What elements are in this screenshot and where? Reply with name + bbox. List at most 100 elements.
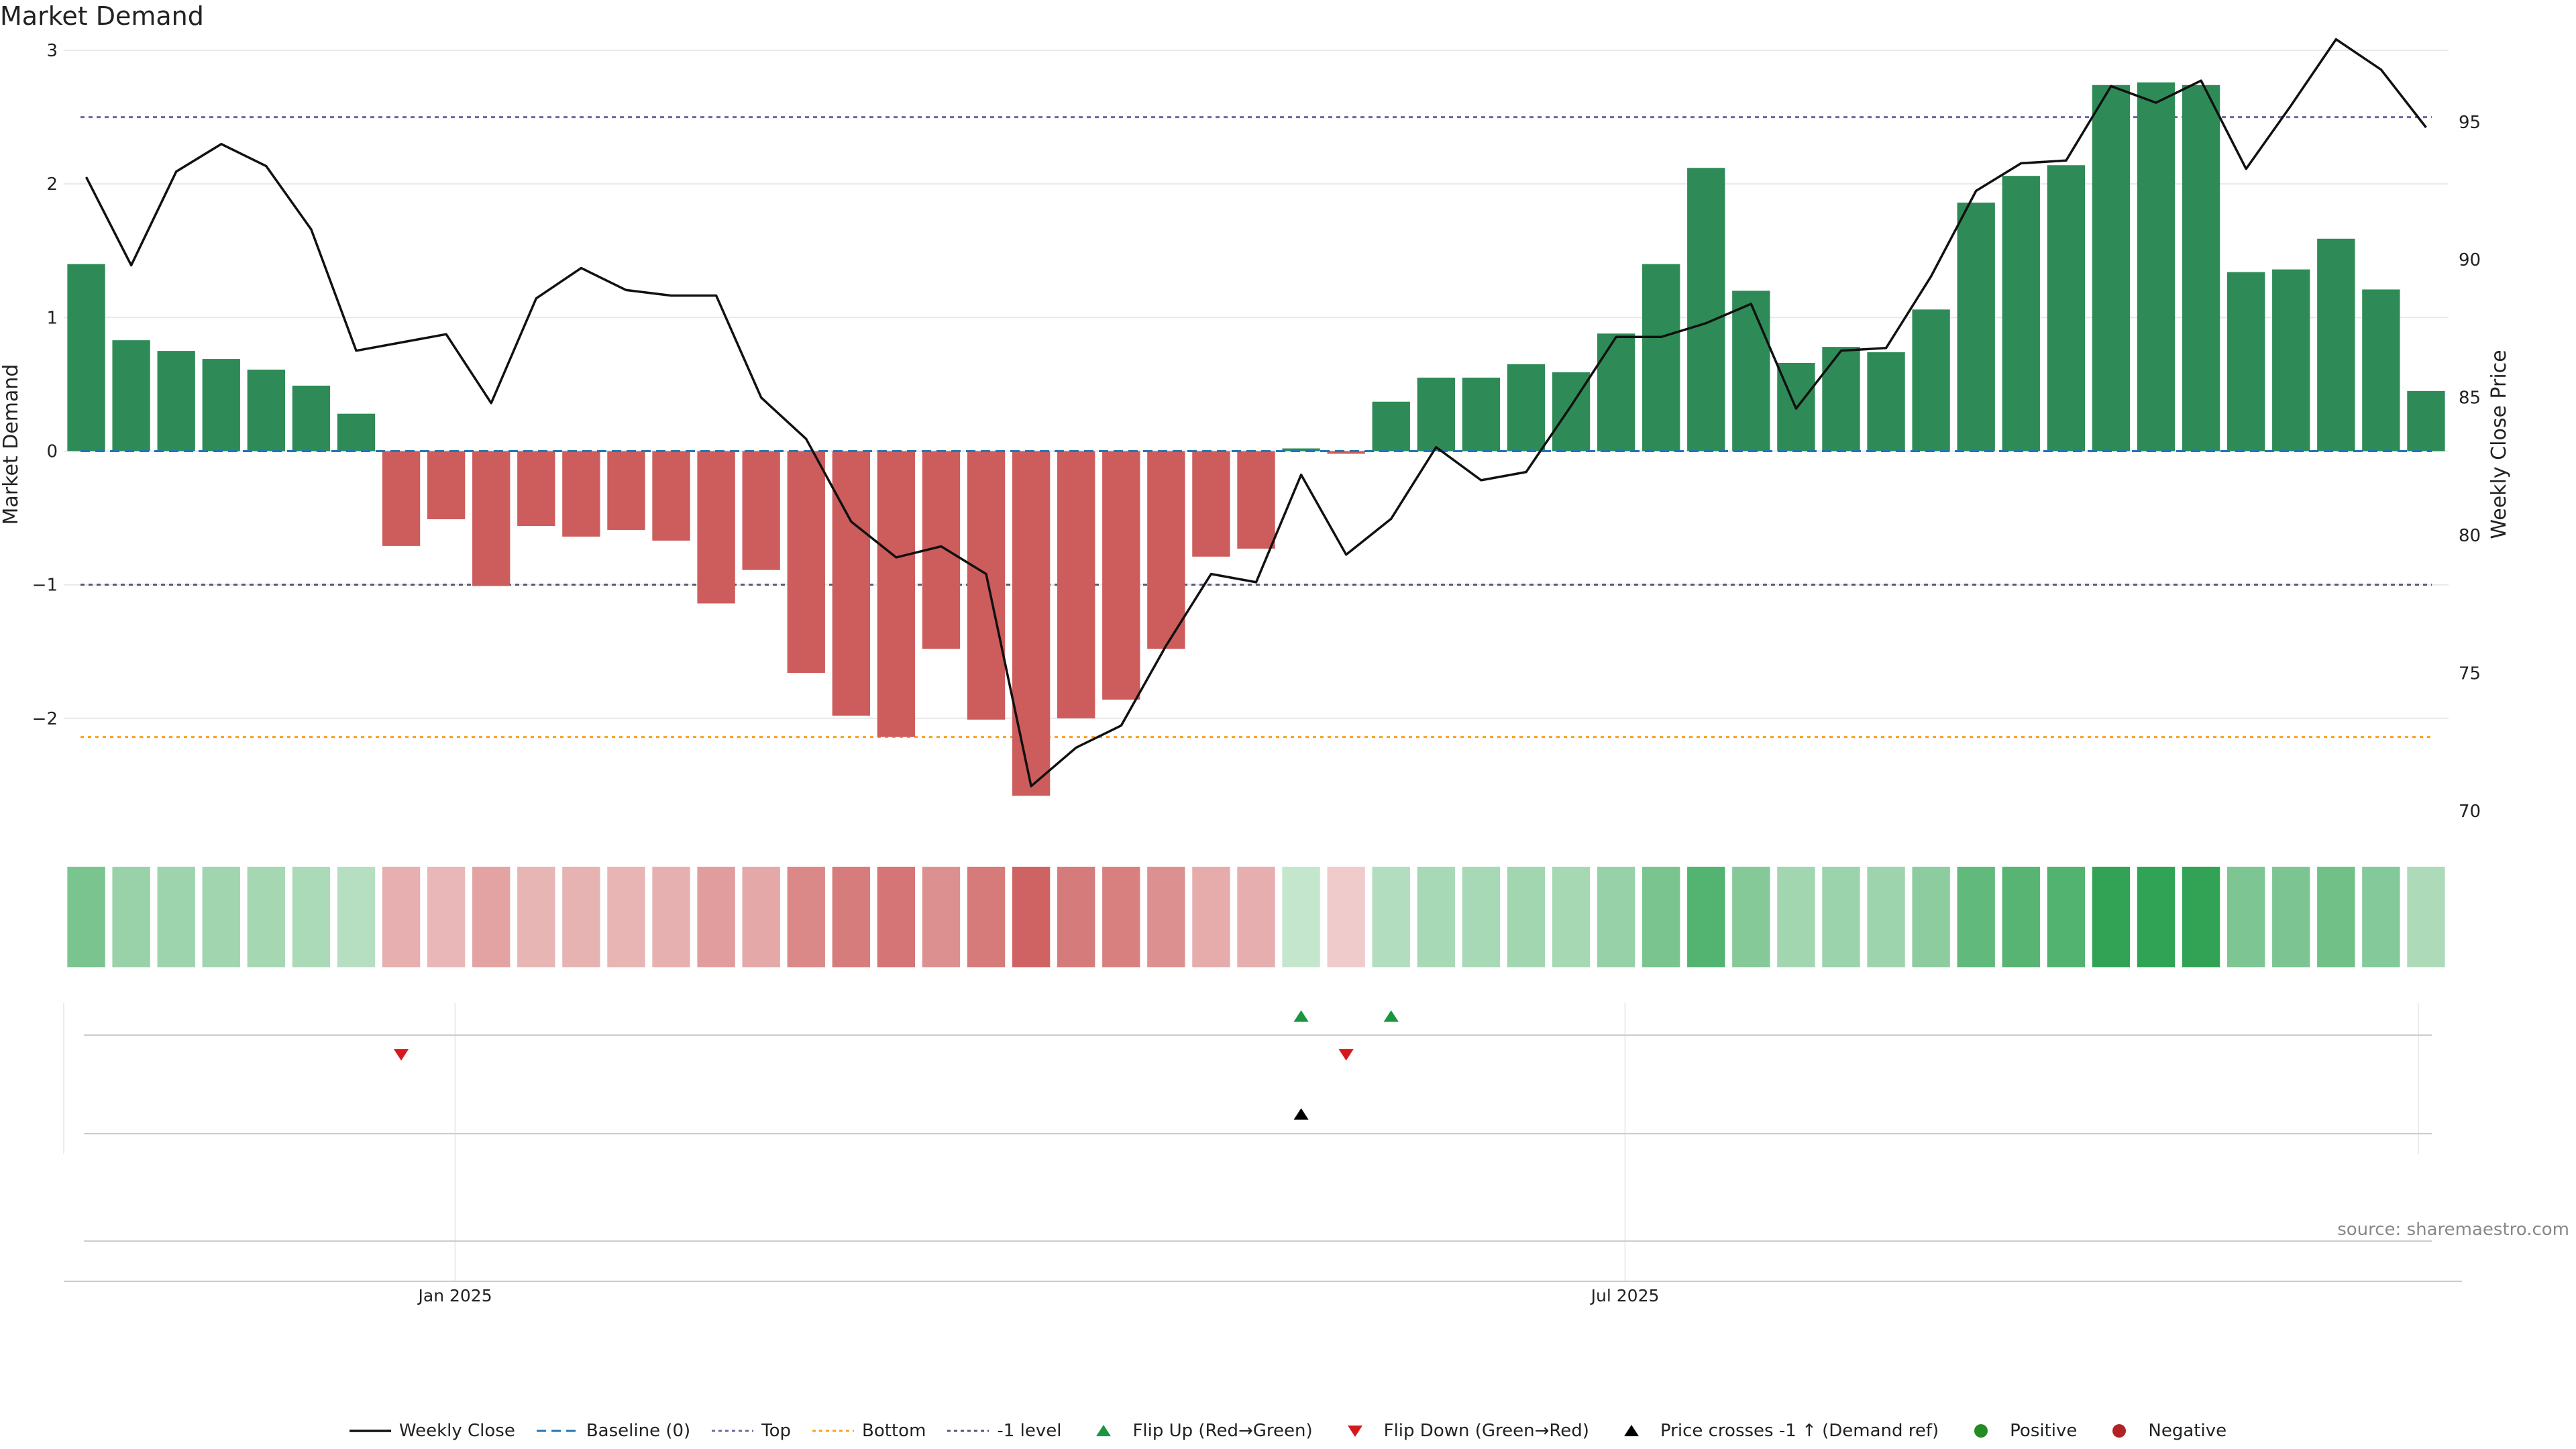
demand-bar — [1462, 377, 1501, 451]
demand-bar — [2047, 165, 2086, 451]
demand-heat-cell — [2272, 867, 2310, 967]
demand-heat-cell — [517, 867, 555, 967]
demand-heat-cell — [607, 867, 645, 967]
demand-bar — [112, 340, 150, 451]
demand-heat-cell — [2002, 867, 2040, 967]
demand-heat-cell — [202, 867, 240, 967]
demand-bar — [1642, 264, 1680, 451]
demand-bar — [1282, 448, 1320, 451]
legend-item-flip-down: Flip Down (Green→Red) — [1334, 1421, 1589, 1441]
legend-label: Positive — [2010, 1421, 2078, 1441]
demand-bar — [2362, 289, 2400, 451]
demand-heat-cell — [2362, 867, 2400, 967]
demand-bar — [1102, 451, 1140, 700]
demand-heat-cell — [697, 867, 735, 967]
y-tick-label: 0 — [46, 441, 58, 462]
demand-heat-cell — [787, 867, 825, 967]
demand-heat-cell — [832, 867, 870, 967]
legend-label: Flip Down (Green→Red) — [1383, 1421, 1589, 1441]
demand-heat-cell — [1327, 867, 1365, 967]
y-axis-label: Market Demand — [0, 364, 23, 525]
demand-bar — [472, 451, 511, 586]
legend-item-top: Top — [712, 1421, 791, 1441]
demand-heat-cell — [742, 867, 780, 967]
demand-bar — [1372, 401, 1410, 451]
demand-bar — [2317, 238, 2355, 451]
legend-label: Top — [761, 1421, 792, 1441]
y2-tick-label: 70 — [2459, 802, 2481, 822]
demand-heat-cell — [1372, 867, 1410, 967]
y2-tick-label: 75 — [2459, 663, 2481, 684]
demand-bar — [292, 385, 331, 451]
legend-label: Weekly Close — [398, 1421, 515, 1441]
legend-item-price-cross: Price crosses -1 ↑ (Demand ref) — [1611, 1421, 1939, 1441]
demand-bar — [1192, 451, 1230, 557]
flip-up-marker — [1293, 1010, 1309, 1022]
demand-bar — [2002, 176, 2040, 451]
legend-item-neg-level: -1 level — [947, 1421, 1061, 1441]
legend-item-positive: Positive — [1960, 1421, 2077, 1441]
demand-heat-cell — [2226, 867, 2265, 967]
demand-bar — [1147, 451, 1185, 649]
demand-heat-cell — [2182, 867, 2220, 967]
y2-axis-label: Weekly Close Price — [2487, 350, 2511, 539]
demand-heat-cell — [1552, 867, 1591, 967]
demand-bar — [1507, 364, 1546, 451]
weekly-close-line — [85, 38, 2427, 788]
demand-heat-cell — [292, 867, 331, 967]
legend-swatch — [712, 1430, 754, 1432]
demand-heat-cell — [2317, 867, 2355, 967]
demand-bar — [1687, 168, 1725, 451]
demand-bar — [427, 451, 466, 520]
demand-bar — [787, 451, 825, 674]
demand-bar — [2226, 272, 2265, 451]
demand-bar — [1327, 451, 1365, 454]
legend-swatch — [1623, 1425, 1639, 1436]
y2-tick-label: 85 — [2459, 388, 2481, 409]
demand-heat-cell — [652, 867, 690, 967]
x-tick-label: Jan 2025 — [417, 1286, 492, 1305]
demand-heat-cell — [1867, 867, 1905, 967]
demand-bar — [337, 413, 376, 451]
legend-label: Baseline (0) — [586, 1421, 691, 1441]
demand-heat-cell — [2407, 867, 2445, 967]
demand-heat-cell — [1822, 867, 1860, 967]
legend-item-negative: Negative — [2098, 1421, 2226, 1441]
demand-heat-cell — [1507, 867, 1546, 967]
legend-label: Flip Up (Red→Green) — [1132, 1421, 1313, 1441]
demand-bar — [1867, 352, 1905, 451]
demand-heat-cell — [1012, 867, 1051, 967]
demand-heat-cell — [1462, 867, 1501, 967]
demand-heat-cell — [112, 867, 150, 967]
demand-bar — [2182, 85, 2220, 451]
y2-tick-label: 95 — [2459, 113, 2481, 133]
demand-bar — [67, 264, 105, 451]
demand-heat-cell — [922, 867, 961, 967]
legend-item-price: Weekly Close — [349, 1421, 515, 1441]
legend-item-baseline: Baseline (0) — [536, 1421, 691, 1441]
demand-heat-cell — [1147, 867, 1185, 967]
price-cross-marker — [1293, 1108, 1309, 1120]
demand-bar — [1012, 451, 1051, 796]
y-tick-label: 1 — [46, 308, 58, 328]
demand-bar — [1957, 203, 1995, 451]
chart-title: Market Demand — [0, 1, 204, 31]
y-tick-label: 2 — [46, 174, 58, 195]
demand-bar — [2137, 82, 2176, 451]
demand-heat-cell — [382, 867, 421, 967]
demand-heat-cell — [1912, 867, 1950, 967]
demand-bar — [697, 451, 735, 604]
demand-heat-cell — [1417, 867, 1455, 967]
demand-bar — [202, 359, 240, 451]
flip-up-marker — [1383, 1010, 1399, 1022]
demand-heat-cell — [562, 867, 600, 967]
demand-bar — [877, 451, 916, 737]
chart-legend: Weekly Close Baseline (0) Top Bottom -1 leve… — [0, 1421, 2576, 1441]
demand-bar — [1237, 451, 1275, 549]
demand-heat-cell — [67, 867, 105, 967]
demand-heat-cell — [967, 867, 1006, 967]
demand-bar — [562, 451, 600, 537]
demand-bar — [382, 451, 421, 546]
legend-swatch — [1347, 1426, 1362, 1437]
